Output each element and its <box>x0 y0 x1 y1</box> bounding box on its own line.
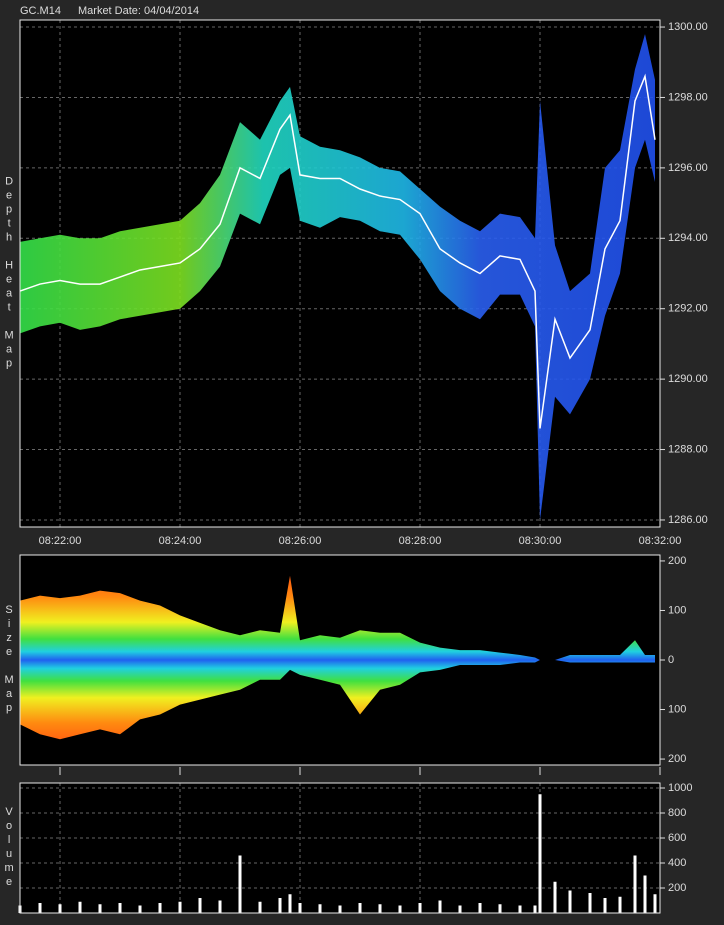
y-tick-label: 1292.00 <box>668 303 708 315</box>
y-tick-label: 800 <box>668 807 686 819</box>
panel-border <box>19 554 661 766</box>
volume-bar <box>568 890 572 913</box>
y-tick-label: 1286.00 <box>668 514 708 526</box>
volume-bar <box>518 905 522 913</box>
y-tick-label: 1288.00 <box>668 443 708 455</box>
volume-bar <box>338 905 342 913</box>
volume-bar <box>358 903 362 913</box>
volume-bar <box>458 905 462 913</box>
volume-bar <box>618 896 622 913</box>
y-tick-label: 1298.00 <box>668 91 708 103</box>
volume-bar <box>98 904 102 913</box>
volume-bar <box>78 901 82 913</box>
volume-bar <box>298 903 302 913</box>
volume-bar <box>478 903 482 913</box>
y-axis-label: Depth Heat Map <box>3 176 15 372</box>
y-tick-label: 1000 <box>668 782 692 794</box>
volume-bar <box>533 905 537 913</box>
volume-bar <box>288 894 292 913</box>
y-tick-label: 400 <box>668 857 686 869</box>
y-tick-label: 200 <box>668 753 686 765</box>
volume-bar <box>38 903 42 913</box>
y-tick-label: 1294.00 <box>668 232 708 244</box>
volume-bar <box>418 903 422 913</box>
y-tick-label: 600 <box>668 832 686 844</box>
volume-bar <box>588 893 592 913</box>
x-tick-label: 08:22:00 <box>39 535 82 547</box>
y-axis-label: Size Map <box>3 604 15 716</box>
volume-bar <box>633 855 637 913</box>
volume-bar <box>538 794 542 913</box>
volume-bar <box>58 904 62 913</box>
y-tick-label: 1290.00 <box>668 373 708 385</box>
y-tick-label: 1300.00 <box>668 21 708 33</box>
volume-bar <box>603 898 607 913</box>
x-tick-label: 08:30:00 <box>519 535 562 547</box>
volume-bar <box>438 900 442 913</box>
volume-bar <box>278 898 282 913</box>
panel <box>20 783 660 913</box>
volume-bar <box>643 875 647 913</box>
y-tick-label: 100 <box>668 703 686 715</box>
y-tick-label: 1296.00 <box>668 162 708 174</box>
volume-bar <box>378 904 382 913</box>
y-axis-label: Volume <box>3 806 15 890</box>
volume-bar <box>178 901 182 913</box>
volume-bar <box>258 901 262 913</box>
volume-bar <box>653 894 657 913</box>
y-tick-label: 200 <box>668 882 686 894</box>
volume-bar <box>118 903 122 913</box>
volume-bar <box>238 855 242 913</box>
volume-bar <box>318 904 322 913</box>
market-date: Market Date: 04/04/2014 <box>78 5 199 17</box>
price-line <box>19 73 656 429</box>
volume-bar <box>138 905 142 913</box>
volume-bar <box>158 903 162 913</box>
x-tick-label: 08:32:00 <box>639 535 682 547</box>
volume-bar <box>398 905 402 913</box>
volume-bar <box>198 898 202 913</box>
y-tick-label: 200 <box>668 555 686 567</box>
y-tick-label: 0 <box>668 654 674 666</box>
panel-border <box>19 19 661 528</box>
x-tick-label: 08:26:00 <box>279 535 322 547</box>
volume-bar <box>218 900 222 913</box>
symbol: GC.M14 <box>20 5 61 17</box>
size-area <box>20 660 655 740</box>
panel-border <box>19 782 661 914</box>
volume-bar <box>498 904 502 913</box>
x-tick-label: 08:24:00 <box>159 535 202 547</box>
y-tick-label: 100 <box>668 604 686 616</box>
volume-bar <box>553 881 557 913</box>
x-tick-label: 08:28:00 <box>399 535 442 547</box>
size-area <box>20 575 655 660</box>
